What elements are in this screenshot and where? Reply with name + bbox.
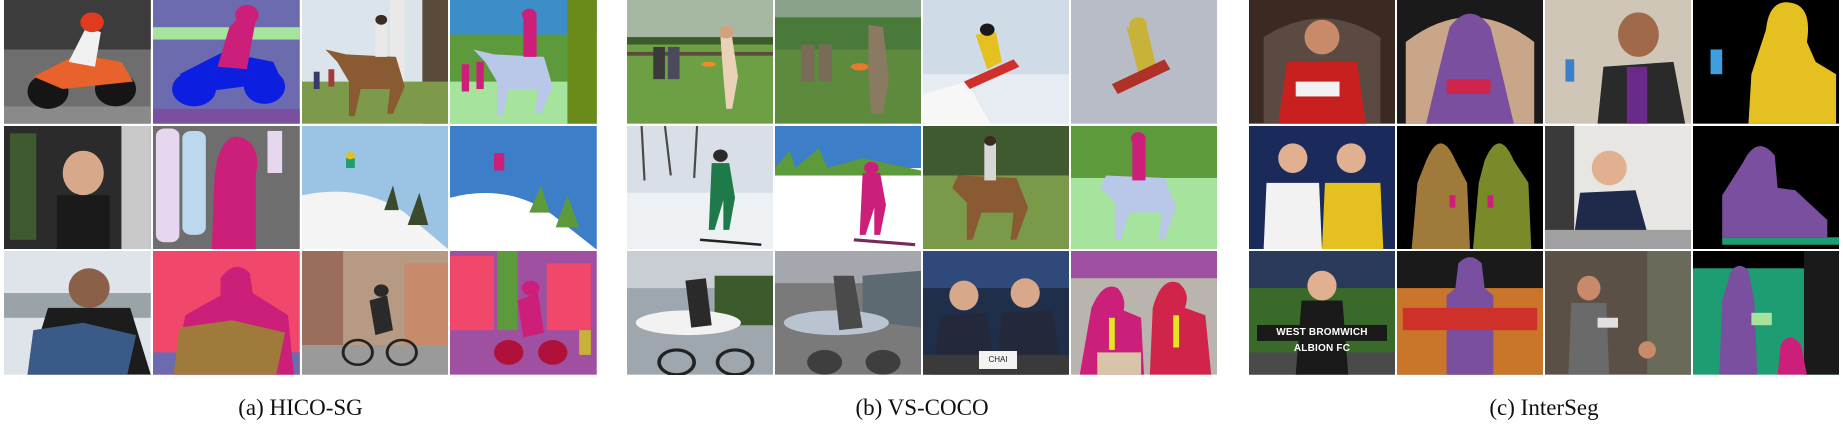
segmentation-cyclist-surfboard — [775, 251, 921, 375]
photo-frisbee-field — [627, 0, 773, 124]
caption-vs-coco: (b) VS-COCO — [855, 395, 989, 420]
photo-cyclist-street — [301, 251, 449, 375]
photo-woman-reading-chair — [1249, 0, 1395, 124]
caption-interseg: (c) InterSeg — [1489, 395, 1599, 420]
segmentation-frisbee-field — [775, 0, 921, 124]
photo-man-reading-room — [1545, 251, 1691, 375]
photo-man-with-bottles — [4, 125, 151, 250]
segmentation-cyclist-street — [450, 251, 597, 375]
photo-motorcycle-rider — [4, 0, 151, 124]
panel-hico-sg: (a) HICO-SG — [4, 0, 597, 420]
photo-man-reading-book — [4, 251, 151, 375]
image-grid-vs-coco: CHAI — [627, 0, 1217, 375]
segmentation-horse-rider — [450, 0, 597, 124]
image-grid-interseg: WEST BROMWICH ALBION FC — [1249, 0, 1839, 375]
photo-snowboard-jump — [923, 0, 1069, 124]
segmentation-man-with-bottles — [152, 125, 300, 250]
photo-two-women-medals — [1249, 125, 1395, 250]
photo-man-holding-scarf: WEST BROMWICH ALBION FC — [1249, 251, 1395, 375]
segmentation-woman-reading-chair — [1397, 0, 1543, 124]
segmentation-snowboard-jump — [1071, 0, 1217, 124]
photo-skier-snow — [627, 125, 773, 250]
segmentation-two-men-conference — [1071, 251, 1217, 375]
caption-hico-sg: (a) HICO-SG — [238, 395, 363, 420]
segmentation-skier-jump — [450, 125, 597, 250]
photo-horse-rider — [301, 0, 449, 124]
segmentation-skier-snow — [775, 125, 921, 250]
panel-vs-coco: CHAI (b) VS-COCO — [627, 0, 1217, 420]
segmentation-man-holding-scarf — [1397, 251, 1543, 375]
segmentation-two-women-medals — [1397, 125, 1543, 250]
segmentation-motorcycle-rider — [152, 0, 300, 124]
segmentation-horse-rider-field — [1071, 125, 1217, 250]
segmentation-woman-holding-bottle — [1693, 0, 1839, 124]
scarf-text: WEST BROMWICH ALBION FC — [1257, 324, 1387, 354]
panel-interseg: WEST BROMWICH ALBION FC — [1249, 0, 1839, 420]
photo-horse-rider-field — [923, 125, 1069, 250]
name-card-text: CHAI — [979, 350, 1017, 369]
photo-woman-holding-bottle — [1545, 0, 1691, 124]
segmentation-man-reading-room — [1693, 251, 1839, 375]
image-grid-hico-sg — [4, 0, 597, 375]
photo-cyclist-surfboard — [627, 251, 773, 375]
photo-two-men-conference: CHAI — [923, 251, 1069, 375]
photo-boy-at-desk — [1545, 125, 1691, 250]
segmentation-man-reading-book — [152, 251, 300, 375]
segmentation-boy-at-desk — [1693, 125, 1839, 250]
photo-skier-jump — [301, 125, 449, 250]
